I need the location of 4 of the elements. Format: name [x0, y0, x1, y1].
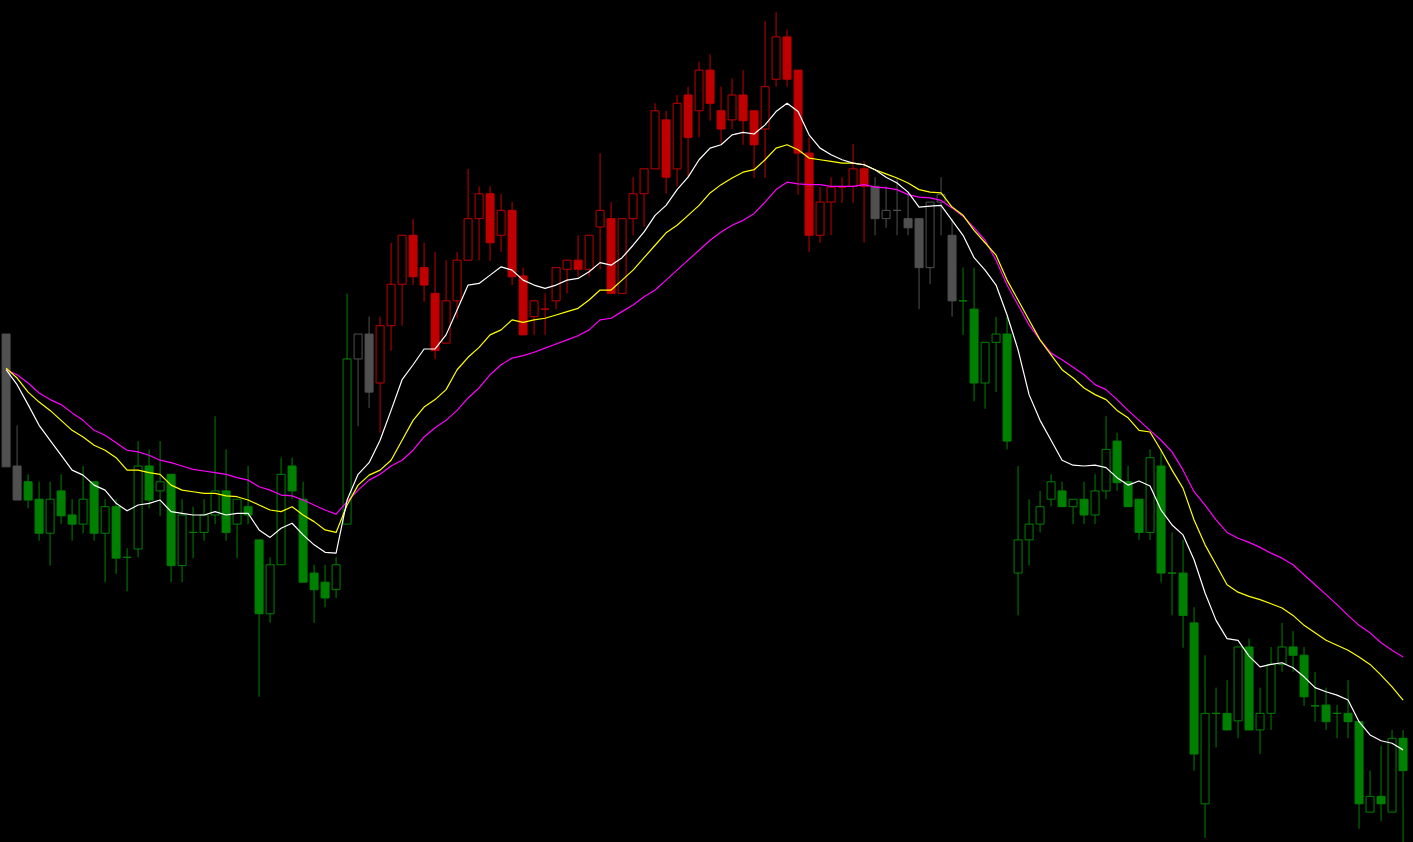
candlestick: [1321, 687, 1331, 731]
candlestick: [1167, 531, 1177, 616]
candlestick: [540, 292, 550, 336]
candlestick: [1310, 671, 1320, 723]
